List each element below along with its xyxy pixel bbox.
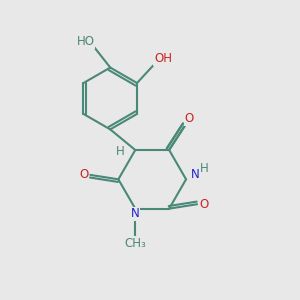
Text: H: H <box>116 145 124 158</box>
Text: OH: OH <box>154 52 172 65</box>
Text: O: O <box>184 112 194 125</box>
Text: N: N <box>131 207 140 220</box>
Text: O: O <box>79 168 88 182</box>
Text: H: H <box>200 162 209 175</box>
Text: O: O <box>199 198 208 211</box>
Text: CH₃: CH₃ <box>124 237 146 250</box>
Text: N: N <box>190 168 199 182</box>
Text: HO: HO <box>77 35 95 48</box>
